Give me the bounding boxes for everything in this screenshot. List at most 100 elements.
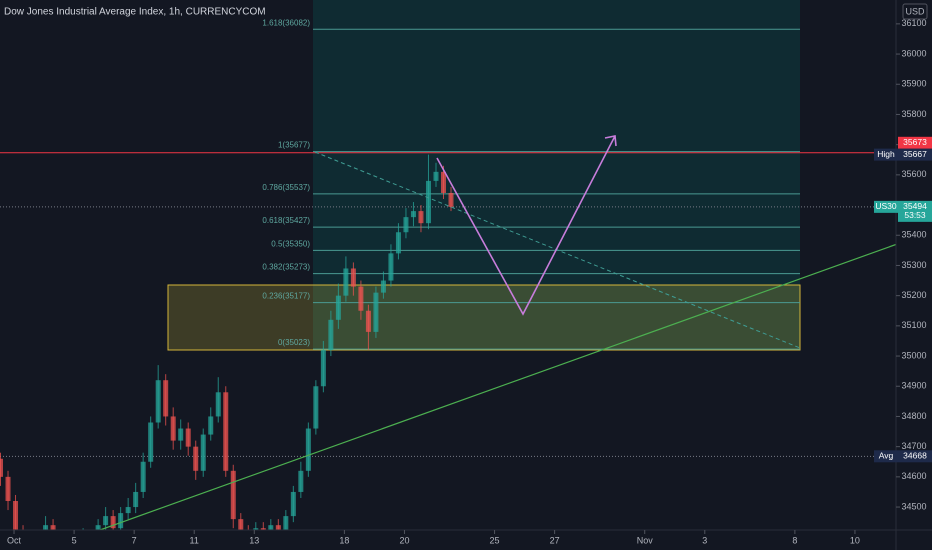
candle-body bbox=[343, 268, 349, 296]
candle-body bbox=[433, 171, 439, 181]
candle-body bbox=[350, 268, 356, 287]
fib-label: 0.236(35177) bbox=[262, 292, 310, 301]
price-tag bbox=[874, 450, 898, 463]
candle-body bbox=[0, 458, 4, 477]
candle-body bbox=[223, 392, 229, 471]
candle-body bbox=[5, 476, 11, 502]
y-tick-label: 34900 bbox=[901, 381, 926, 391]
candle-body bbox=[200, 434, 206, 471]
price-tag-label: US30 bbox=[875, 201, 897, 211]
candle-body bbox=[305, 428, 311, 471]
candle-body bbox=[125, 507, 131, 514]
fib-label: 0(35023) bbox=[278, 338, 310, 347]
candle-body bbox=[185, 428, 191, 447]
x-tick-label: 18 bbox=[339, 535, 349, 545]
candle-body bbox=[230, 470, 236, 520]
y-tick-label: 35100 bbox=[901, 320, 926, 330]
chart-title: Dow Jones Industrial Average Index, 1h, … bbox=[4, 7, 266, 18]
demand-zone bbox=[167, 284, 801, 351]
candle-body bbox=[50, 525, 56, 530]
candle-body bbox=[275, 525, 281, 530]
price-badge-value: 35667 bbox=[903, 149, 927, 159]
candle-body bbox=[140, 461, 146, 492]
y-tick-label: 34700 bbox=[901, 441, 926, 451]
projection-path bbox=[436, 135, 616, 316]
price-badge bbox=[898, 200, 932, 222]
candle-body bbox=[238, 519, 244, 530]
candle-body bbox=[358, 286, 364, 311]
candle-body bbox=[440, 171, 446, 193]
candle-body bbox=[335, 295, 341, 320]
y-tick-label: 36000 bbox=[901, 48, 926, 58]
x-tick-label: 11 bbox=[190, 535, 199, 545]
y-tick-label: 35600 bbox=[901, 169, 926, 179]
fib-label: 0.618(35427) bbox=[262, 216, 310, 225]
trend-line bbox=[99, 243, 896, 530]
price-tag bbox=[874, 200, 898, 213]
candle-body bbox=[13, 501, 19, 530]
candle-body bbox=[395, 232, 401, 254]
y-tick-label: 35000 bbox=[901, 350, 926, 360]
candle-body bbox=[118, 513, 124, 529]
candle-body bbox=[403, 217, 409, 233]
fib-label: 0.786(35537) bbox=[262, 183, 310, 192]
fib-label: 1(35677) bbox=[278, 141, 310, 150]
candle-body bbox=[410, 211, 416, 218]
fib-zone bbox=[313, 0, 800, 350]
price-badge-value: 35673 bbox=[903, 137, 927, 147]
candle-body bbox=[290, 491, 296, 517]
y-tick-label: 35300 bbox=[901, 260, 926, 270]
candle-body bbox=[298, 470, 304, 492]
dashed-trend bbox=[314, 151, 801, 349]
x-tick-label: 13 bbox=[249, 535, 259, 545]
price-badge bbox=[898, 136, 932, 149]
candle-body bbox=[380, 280, 386, 293]
y-tick-label: 35200 bbox=[901, 290, 926, 300]
y-tick-label: 34800 bbox=[901, 411, 926, 421]
x-tick-label: 5 bbox=[72, 535, 77, 545]
plot-area: 1.618(36082) 1(35677) 0.786(35537) 0.618(35… bbox=[0, 0, 896, 530]
candle-body bbox=[208, 416, 214, 435]
candle-body bbox=[320, 350, 326, 387]
candle-body bbox=[170, 416, 176, 441]
price-tag-label: Avg bbox=[879, 451, 894, 461]
projection-arrowhead bbox=[604, 135, 617, 147]
x-tick-label: 8 bbox=[792, 535, 797, 545]
price-badge bbox=[898, 148, 932, 161]
y-tick-label: 35900 bbox=[901, 79, 926, 89]
x-tick-label: 27 bbox=[550, 535, 560, 545]
candle-body bbox=[148, 422, 154, 462]
y-tick-label: 34500 bbox=[901, 501, 926, 511]
price-tag-label: High bbox=[877, 149, 895, 159]
x-tick-label: 25 bbox=[490, 535, 500, 545]
candle-body bbox=[373, 292, 379, 332]
candle-body bbox=[313, 386, 319, 429]
price-badge bbox=[898, 450, 932, 463]
fib-label: 0.382(35273) bbox=[262, 263, 310, 272]
candle-body bbox=[215, 392, 221, 417]
candle-body bbox=[95, 525, 101, 530]
y-tick-label: 34600 bbox=[901, 471, 926, 481]
price-badge-value: 35494 bbox=[903, 201, 927, 211]
candle-body bbox=[133, 491, 139, 508]
candle-body bbox=[155, 380, 161, 423]
candle-body bbox=[163, 380, 169, 417]
candle-body bbox=[43, 525, 49, 530]
y-tick-label: 35800 bbox=[901, 109, 926, 119]
candle-body bbox=[253, 528, 259, 530]
x-tick-label: 10 bbox=[850, 535, 860, 545]
x-tick-label: Oct bbox=[7, 535, 22, 545]
countdown: 53:53 bbox=[904, 210, 926, 220]
currency: USD bbox=[905, 6, 925, 16]
price-tag bbox=[874, 148, 898, 161]
candle-body bbox=[328, 319, 334, 351]
x-tick-label: 7 bbox=[132, 535, 137, 545]
candle-body bbox=[260, 528, 266, 530]
candle-body bbox=[418, 211, 424, 224]
y-tick-label: 35400 bbox=[901, 230, 926, 240]
fib-label: 1.618(36082) bbox=[262, 18, 310, 27]
candle-body bbox=[283, 516, 289, 530]
candle-body bbox=[178, 428, 184, 441]
